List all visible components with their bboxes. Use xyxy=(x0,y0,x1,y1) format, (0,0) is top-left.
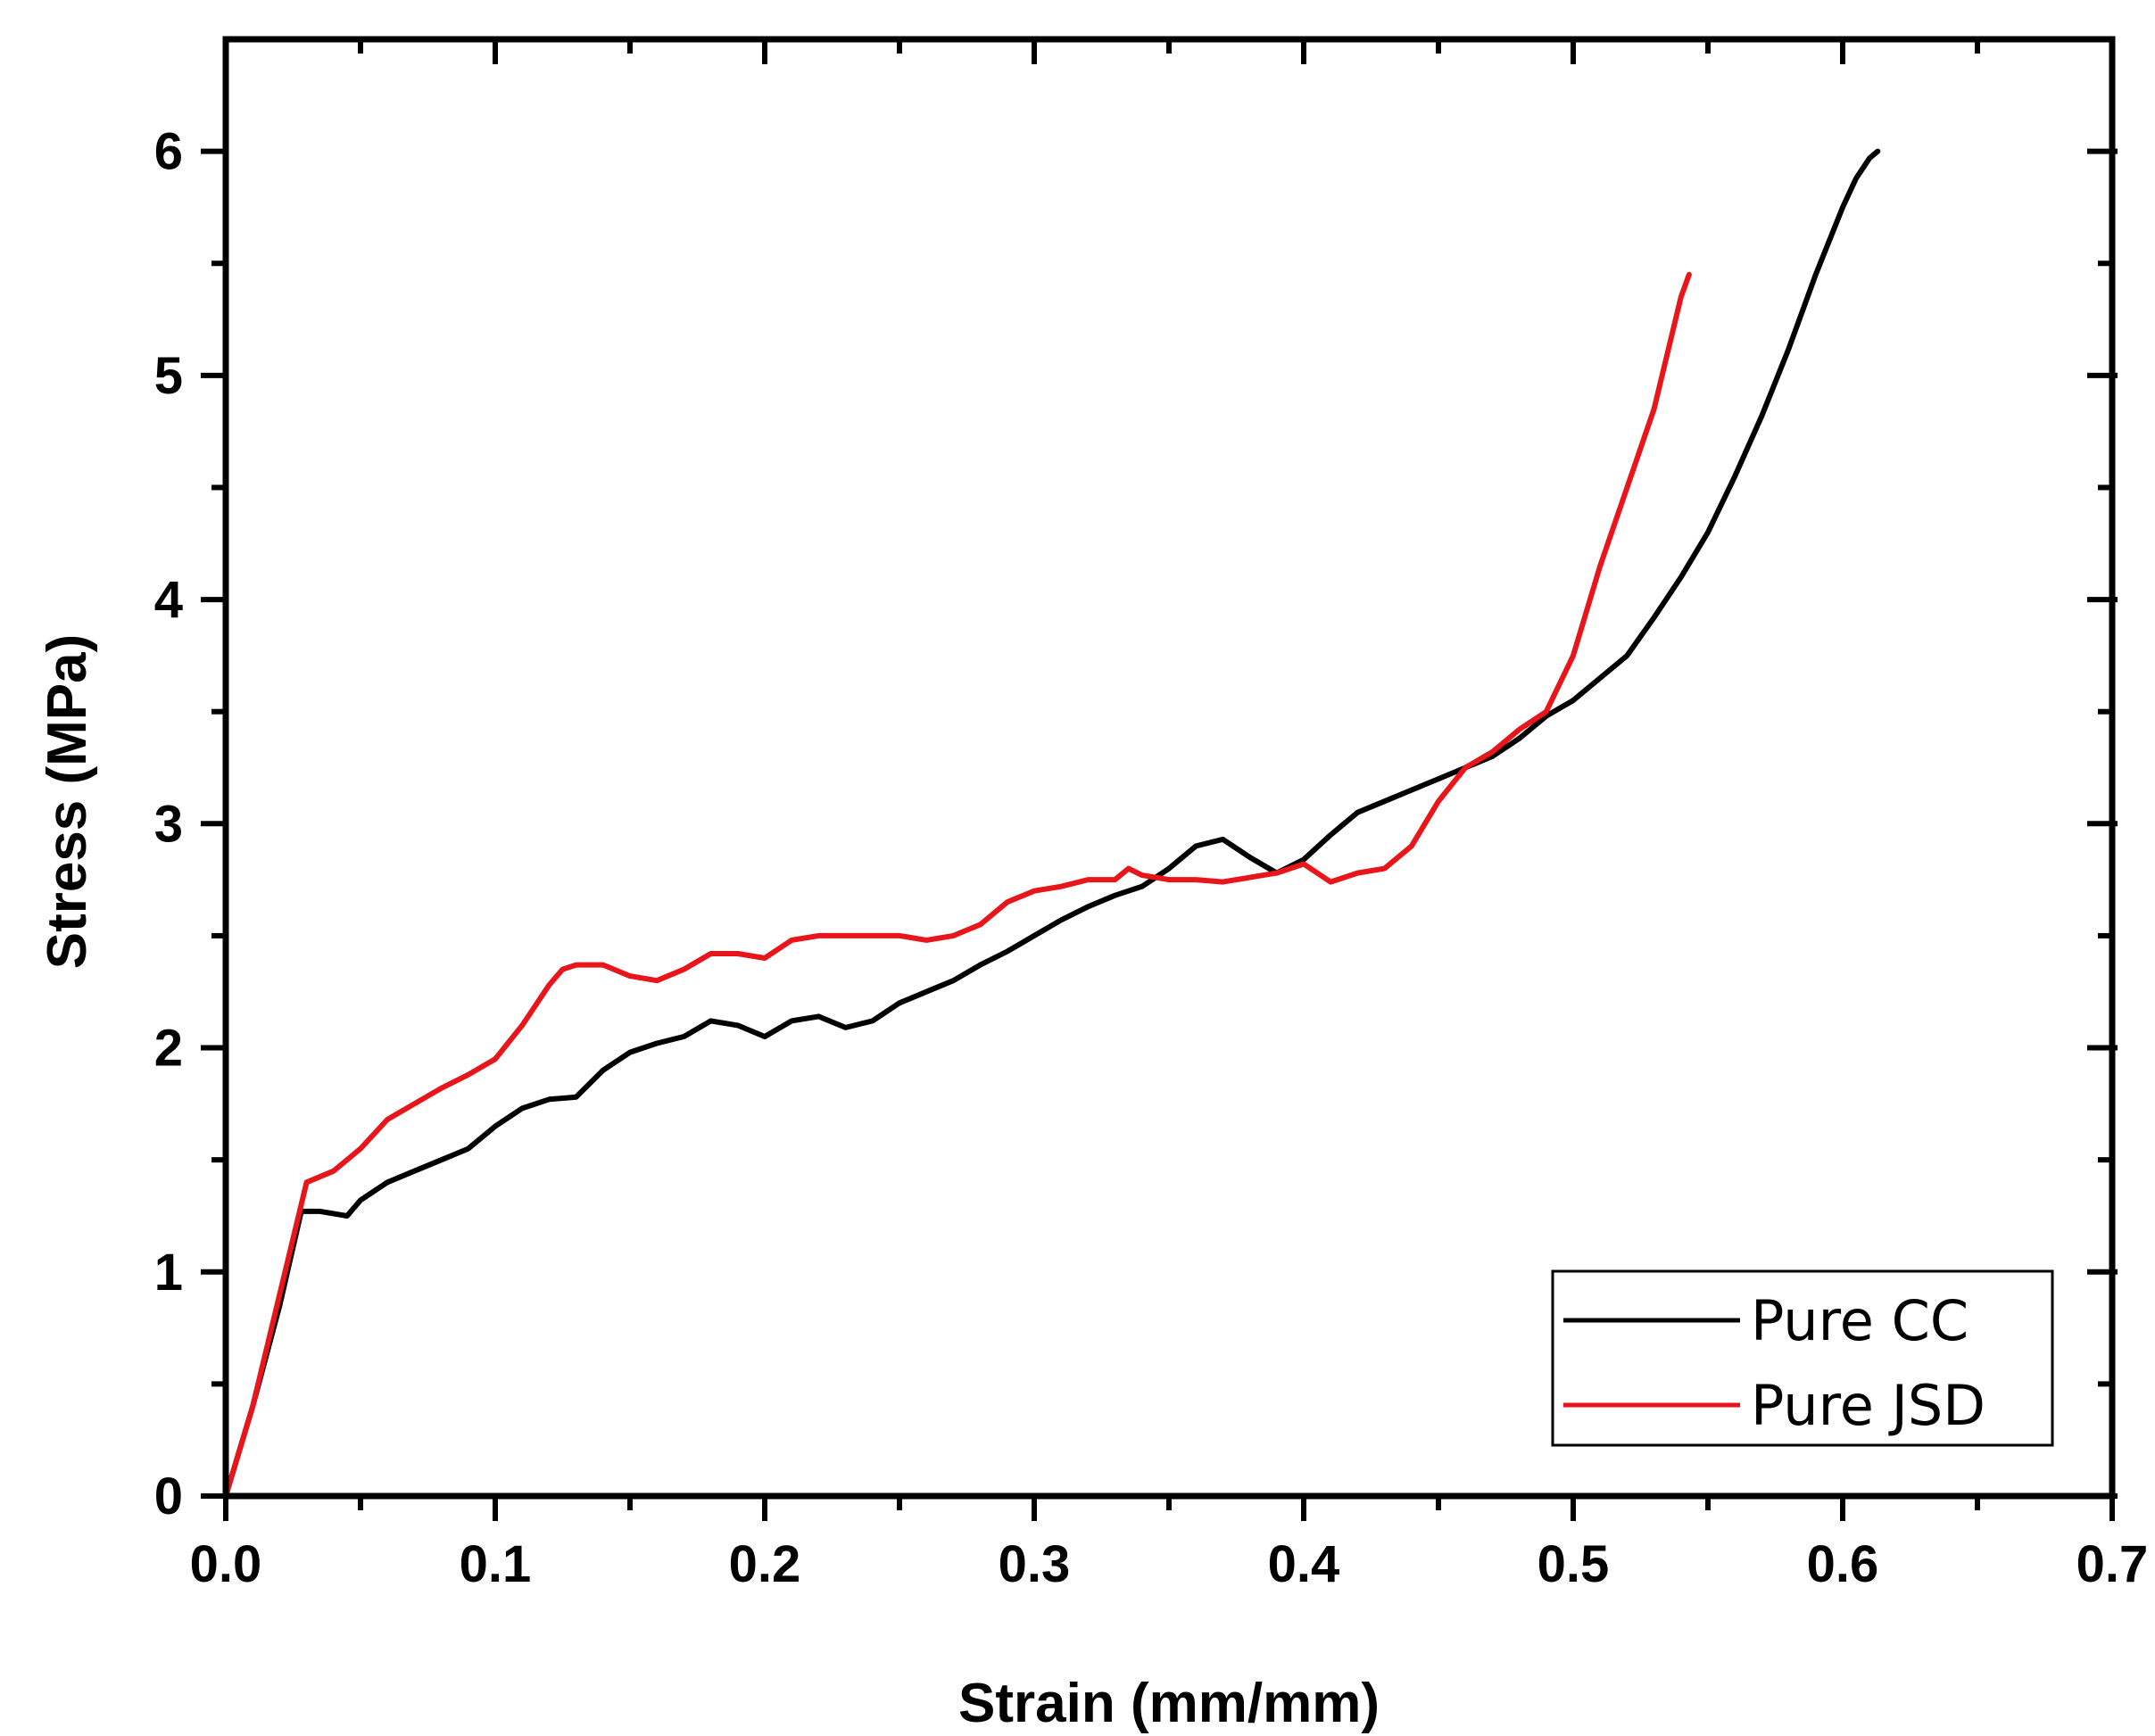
tick-labels-layer: 0.0 0.1 0.2 0.3 0.4 0.5 0.6 0.7 0 1 2 3 4 5 6 xyxy=(154,123,2149,1593)
y-tick-label: 4 xyxy=(154,571,183,629)
y-tick-label: 3 xyxy=(154,795,183,853)
x-tick-label: 0.3 xyxy=(999,1535,1071,1593)
legend: Pure CC Pure JSD xyxy=(1551,1269,2054,1447)
x-tick-label: 0.7 xyxy=(2076,1535,2149,1593)
legend-label-pure-cc: Pure CC xyxy=(1751,1288,1969,1353)
x-tick-label: 0.2 xyxy=(729,1535,801,1593)
series-line-pure-cc xyxy=(223,148,1881,1499)
y-tick-label: 0 xyxy=(154,1467,183,1525)
x-tick-label: 0.0 xyxy=(190,1535,262,1593)
legend-label-pure-jsd: Pure JSD xyxy=(1751,1373,1985,1438)
x-tick-label: 0.5 xyxy=(1538,1535,1610,1593)
x-tick-label: 0.1 xyxy=(460,1535,532,1593)
x-tick-label: 0.4 xyxy=(1268,1535,1340,1593)
series-layer xyxy=(223,148,1881,1499)
y-axis-title: Stress (MPa) xyxy=(37,634,98,970)
y-tick-label: 1 xyxy=(154,1244,183,1302)
legend-box xyxy=(1551,1269,2054,1447)
ticks-layer xyxy=(201,39,2118,1521)
y-tick-label: 2 xyxy=(154,1020,183,1078)
x-tick-label: 0.6 xyxy=(1807,1535,1879,1593)
x-axis-title: Strain (mm/mm) xyxy=(958,1673,1380,1734)
y-tick-label: 6 xyxy=(154,123,183,181)
series-line-pure-jsd xyxy=(223,271,1692,1499)
y-tick-label: 5 xyxy=(154,347,183,405)
